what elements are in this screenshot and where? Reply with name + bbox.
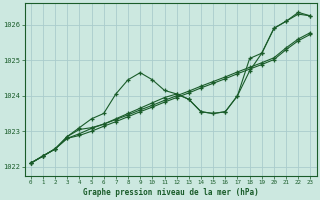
X-axis label: Graphe pression niveau de la mer (hPa): Graphe pression niveau de la mer (hPa): [83, 188, 259, 197]
